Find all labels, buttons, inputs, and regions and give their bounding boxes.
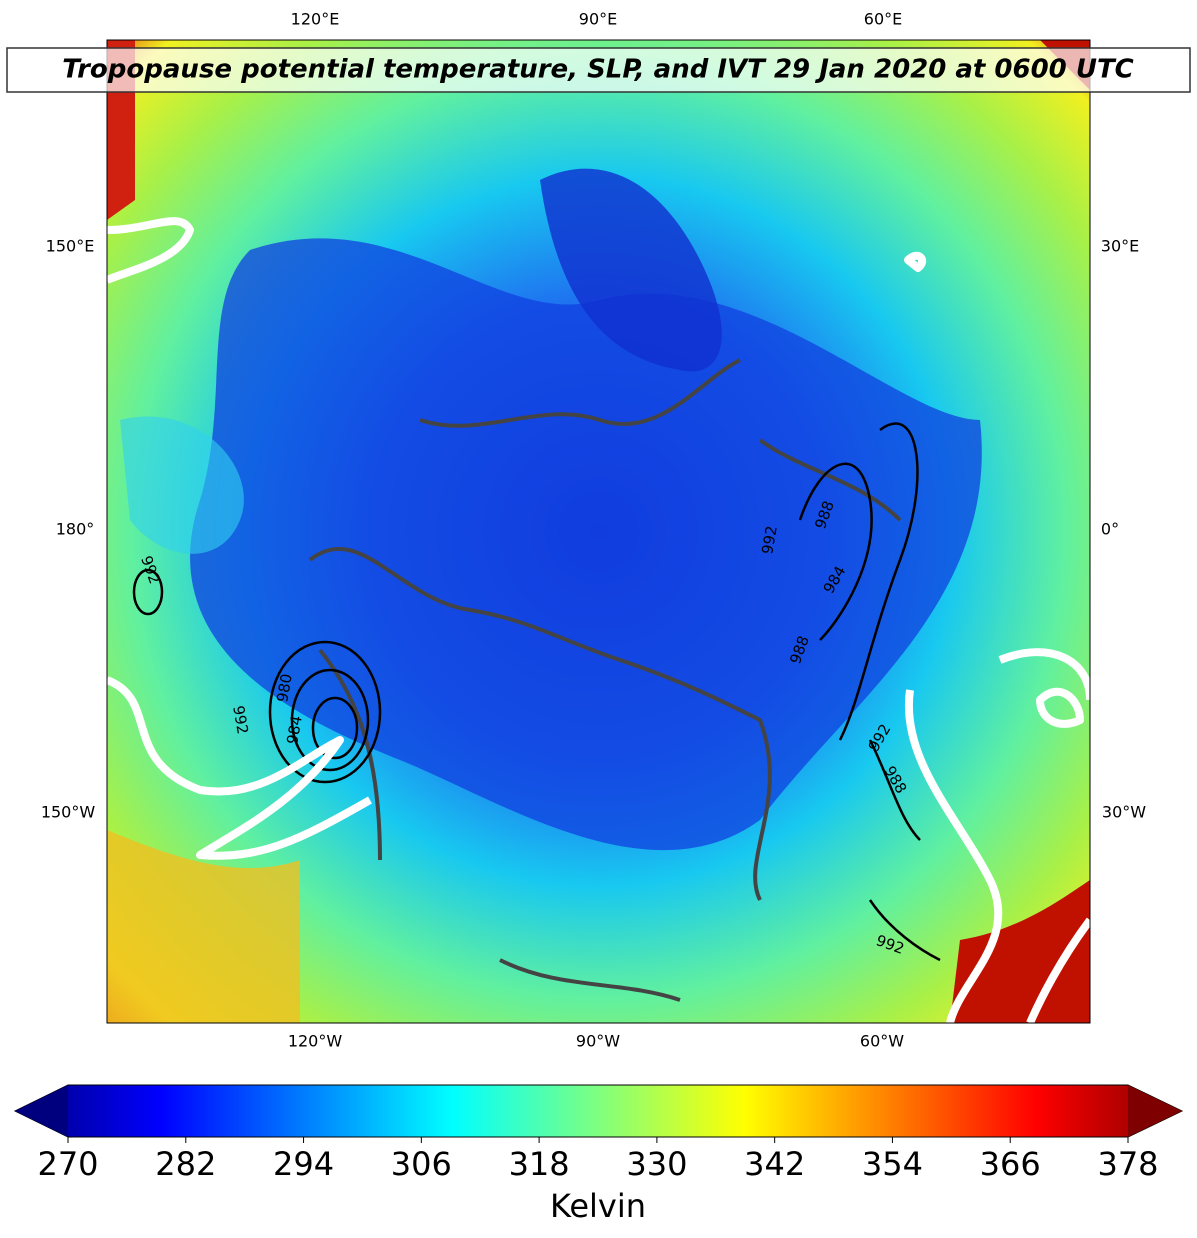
colorbar-tick-label: 366 xyxy=(980,1145,1041,1183)
colorbar-tick-label: 342 xyxy=(744,1145,805,1183)
map-frame xyxy=(106,39,1091,1024)
slp-contour-label: 980 xyxy=(273,672,296,703)
longitude-label: 0° xyxy=(1101,520,1119,539)
map-title: Tropopause potential temperature, SLP, a… xyxy=(62,55,1134,85)
title-box xyxy=(6,47,1191,93)
map-field xyxy=(107,40,1090,1023)
longitude-labels: 120°E 90°E 60°E 120°W 90°W 60°W 150°E 180° 150°W… xyxy=(41,10,1146,1051)
longitude-label: 120°E xyxy=(291,10,340,29)
slp-contours xyxy=(132,422,941,962)
colorbar-ticks: 270 282 294 306 318 330 342 354 366 378 xyxy=(37,1137,1159,1183)
colorbar xyxy=(13,1084,1184,1138)
colorbar-label: Kelvin xyxy=(550,1187,646,1225)
longitude-label: 180° xyxy=(56,520,95,539)
slp-contour-label: 984 xyxy=(283,714,306,745)
colorbar-tick-label: 270 xyxy=(37,1145,98,1183)
colorbar-tick-label: 354 xyxy=(862,1145,923,1183)
slp-contour-label: 992 xyxy=(758,524,781,555)
colorbar-extend-high xyxy=(1128,1085,1182,1137)
colorbar-tick-label: 306 xyxy=(391,1145,452,1183)
colorbar-tick-label: 330 xyxy=(626,1145,687,1183)
colorbar-extend-low xyxy=(15,1085,68,1137)
longitude-label: 120°W xyxy=(288,1032,343,1051)
colorbar-tick-label: 294 xyxy=(273,1145,334,1183)
longitude-label: 60°E xyxy=(864,10,902,29)
colorbar-tick-label: 318 xyxy=(509,1145,570,1183)
slp-contour-label: 992 xyxy=(229,704,252,735)
colorbar-tick-label: 378 xyxy=(1097,1145,1158,1183)
longitude-label: 30°E xyxy=(1101,237,1139,256)
colorbar-tick-label: 282 xyxy=(155,1145,216,1183)
longitude-label: 150°W xyxy=(41,803,96,822)
longitude-label: 30°W xyxy=(1102,803,1146,822)
longitude-label: 90°E xyxy=(579,10,617,29)
longitude-label: 90°W xyxy=(576,1032,620,1051)
longitude-label: 60°W xyxy=(860,1032,904,1051)
longitude-label: 150°E xyxy=(46,237,95,256)
ivt-contours xyxy=(107,217,1090,1023)
